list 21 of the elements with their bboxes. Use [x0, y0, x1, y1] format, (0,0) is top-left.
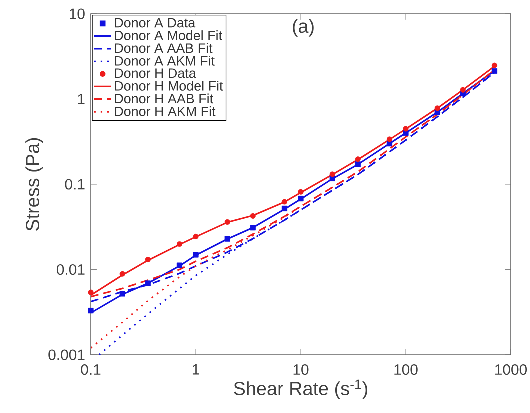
y-tick-label: 0.001 — [48, 350, 85, 360]
legend-label: Donor H Data — [115, 68, 196, 78]
legend-label: Donor H Model Fit — [115, 81, 224, 91]
x-tick-label: 10 — [294, 364, 309, 376]
legend-label: Donor H AAB Fit — [115, 94, 214, 104]
annotation: (a) — [293, 19, 314, 37]
x-tick-label: 1 — [192, 364, 200, 375]
x-tick-label: 0.1 — [81, 364, 101, 376]
y-tick-label: 10 — [70, 8, 85, 20]
legend-label: Donor A AAB Fit — [115, 43, 213, 54]
x-axis-title: Shear Rate (s$^{-1}$) — [234, 380, 368, 400]
legend-label: Donor A Data — [115, 18, 196, 28]
x-tick-label: 100 — [394, 364, 418, 376]
legend-label: Donor A AKM Fit — [115, 56, 215, 66]
y-tick-label: 0.1 — [65, 179, 85, 190]
y-tick-label: 1 — [78, 94, 85, 104]
legend-label: Donor H AKM Fit — [115, 106, 216, 116]
y-axis-title: Stress (Pa) — [26, 138, 44, 231]
x-tick-label: 1000 — [496, 364, 528, 376]
y-tick-label: 0.01 — [56, 264, 85, 276]
legend-label: Donor A Model Fit — [115, 30, 222, 40]
